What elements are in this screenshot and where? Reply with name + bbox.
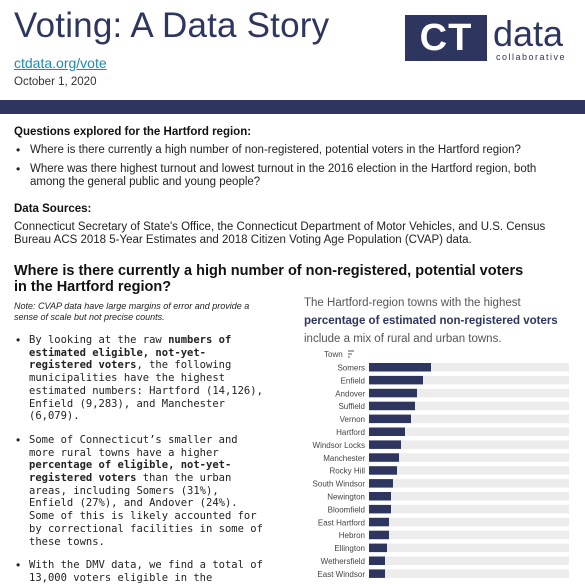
category-label: East Windsor xyxy=(317,570,365,579)
category-label: Hebron xyxy=(339,531,365,540)
chart-title: The Hartford-region towns with the highe… xyxy=(304,294,579,348)
bar-track xyxy=(369,363,569,372)
bar[interactable] xyxy=(369,466,397,475)
bar-track xyxy=(369,569,569,578)
vote-link[interactable]: ctdata.org/vote xyxy=(14,55,107,71)
bar-track xyxy=(369,440,569,449)
chart-title-highlight: percentage of estimated non-registered v… xyxy=(304,315,558,327)
bar[interactable] xyxy=(369,479,393,488)
sort-icon[interactable] xyxy=(348,350,354,358)
bar-track xyxy=(369,504,569,514)
bar[interactable] xyxy=(369,453,399,462)
bar[interactable] xyxy=(369,427,405,437)
finding-item: With the DMV data, we find a total of 13… xyxy=(14,559,266,584)
bar-track xyxy=(369,492,569,501)
bar-track xyxy=(369,530,569,540)
section-heading: Where is there currently a high number o… xyxy=(14,263,524,295)
bar[interactable] xyxy=(369,569,385,578)
finding-emphasis: numbers of estimated eligible, not-yet-r… xyxy=(29,334,232,372)
bar[interactable] xyxy=(369,530,389,540)
finding-text: than the urban areas, including Somers (… xyxy=(29,472,263,548)
bar[interactable] xyxy=(369,363,431,372)
category-label: Andover xyxy=(335,389,365,398)
finding-text: Some of Connecticut’s smaller and more r… xyxy=(29,433,238,459)
chart-title-line: The Hartford-region towns with the highe… xyxy=(304,297,521,309)
bar[interactable] xyxy=(369,414,411,424)
category-label: Ellington xyxy=(334,544,365,553)
bar-track xyxy=(369,375,569,385)
bar-track xyxy=(369,427,569,436)
bar-track xyxy=(369,543,569,553)
category-label: Windsor Locks xyxy=(313,441,365,450)
page-title: Voting: A Data Story xyxy=(14,6,330,45)
bar[interactable] xyxy=(369,388,417,398)
category-label: Wethersfield xyxy=(321,557,365,566)
bar[interactable] xyxy=(369,517,389,527)
category-label: Somers xyxy=(337,364,365,373)
category-label: Bloomfield xyxy=(328,505,365,514)
category-label: Manchester xyxy=(323,454,365,463)
question-item: Where was there highest turnout and lowe… xyxy=(14,163,574,189)
category-label: Newington xyxy=(327,493,365,502)
question-item: Where is there currently a high number o… xyxy=(14,144,574,157)
findings-list: By looking at the raw numbers of estimat… xyxy=(14,334,266,585)
category-label: Vernon xyxy=(340,415,365,424)
logo-box: CT xyxy=(405,15,487,61)
bar-track xyxy=(369,453,569,462)
category-label: Hartford xyxy=(336,428,365,437)
ctdata-logo: CT data collaborative xyxy=(405,13,575,63)
bar[interactable] xyxy=(369,492,391,501)
bar-track xyxy=(369,466,569,475)
bar[interactable] xyxy=(369,504,391,514)
category-label: South Windsor xyxy=(313,480,366,489)
category-label: Rocky Hill xyxy=(329,467,365,476)
bar[interactable] xyxy=(369,543,387,553)
finding-text: With the DMV data, we find a total of 13… xyxy=(29,559,263,584)
header-divider-band xyxy=(0,100,585,114)
axis-header-town: Town xyxy=(324,350,343,359)
publish-date: October 1, 2020 xyxy=(14,76,97,88)
data-sources-heading: Data Sources: xyxy=(14,203,92,215)
bar[interactable] xyxy=(369,375,423,385)
finding-item: By looking at the raw numbers of estimat… xyxy=(14,334,266,423)
bar[interactable] xyxy=(369,440,401,449)
chart-title-line: include a mix of rural and urban towns. xyxy=(304,333,502,345)
finding-item: Some of Connecticut’s smaller and more r… xyxy=(14,434,266,548)
questions-heading: Questions explored for the Hartford regi… xyxy=(14,126,252,138)
bar-track xyxy=(369,517,569,527)
category-label: Suffield xyxy=(338,402,365,411)
bar[interactable] xyxy=(369,556,385,566)
logo-word: data xyxy=(493,13,564,54)
bar-track xyxy=(369,479,569,488)
bar-track xyxy=(369,388,569,398)
questions-list: Where is there currently a high number o… xyxy=(14,144,574,195)
data-sources-text: Connecticut Secretary of State's Office,… xyxy=(14,221,546,246)
bar-chart: Town Somers Enfield Andover Suffield Vernon H… xyxy=(313,350,569,579)
bar-track xyxy=(369,401,569,411)
category-label: Enfield xyxy=(341,376,365,385)
bar-track xyxy=(369,556,569,565)
bar[interactable] xyxy=(369,401,415,411)
finding-emphasis: percentage of eligible, not-yet-register… xyxy=(29,459,232,485)
cvap-note: Note: CVAP data have large margins of er… xyxy=(14,301,250,322)
finding-text: By looking at the raw xyxy=(29,334,169,346)
bar-track xyxy=(369,414,569,424)
category-label: East Hartford xyxy=(318,518,365,527)
finding-text: , the following municipalities have the … xyxy=(29,359,263,423)
logo-subtitle: collaborative xyxy=(496,52,567,62)
